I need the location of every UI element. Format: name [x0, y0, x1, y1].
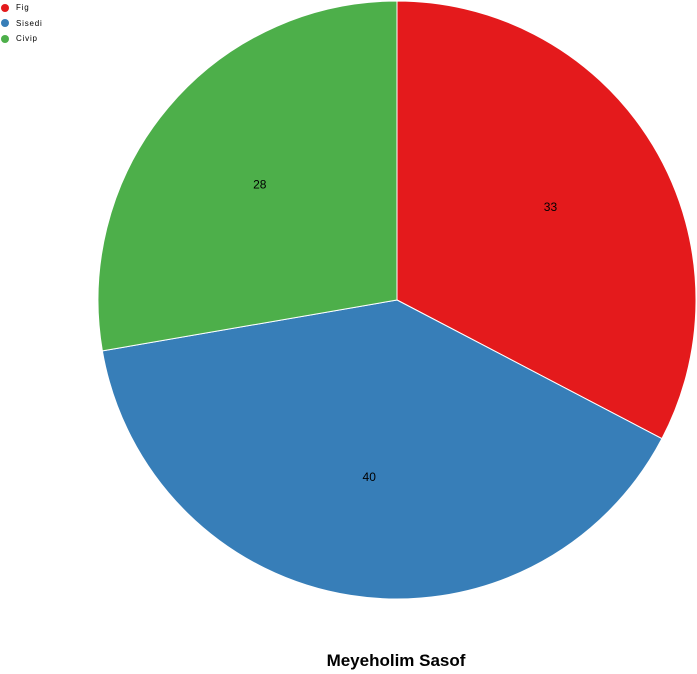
pie-slice-sisedi	[101, 299, 663, 600]
data-label-sisedi: 40	[363, 470, 377, 484]
pie-slice-fig	[396, 0, 697, 440]
legend-label-civip: Civip	[16, 34, 38, 44]
legend-swatch-sisedi	[1, 19, 9, 28]
legend-label-sisedi: Sisedi	[16, 18, 43, 28]
pie-slice-civip	[97, 0, 398, 352]
data-label-fig: 33	[544, 200, 558, 214]
legend-item-civip: Civip	[1, 31, 43, 47]
legend-item-fig: Fig	[1, 0, 43, 16]
legend-swatch-fig	[1, 3, 9, 12]
chart-title: Meyeholim Sasof	[326, 651, 466, 670]
legend-item-sisedi: Sisedi	[1, 16, 43, 32]
data-label-civip: 28	[253, 177, 267, 191]
legend-swatch-civip	[1, 34, 9, 43]
legend-label-fig: Fig	[16, 3, 30, 13]
legend: Fig Sisedi Civip	[1, 0, 43, 47]
